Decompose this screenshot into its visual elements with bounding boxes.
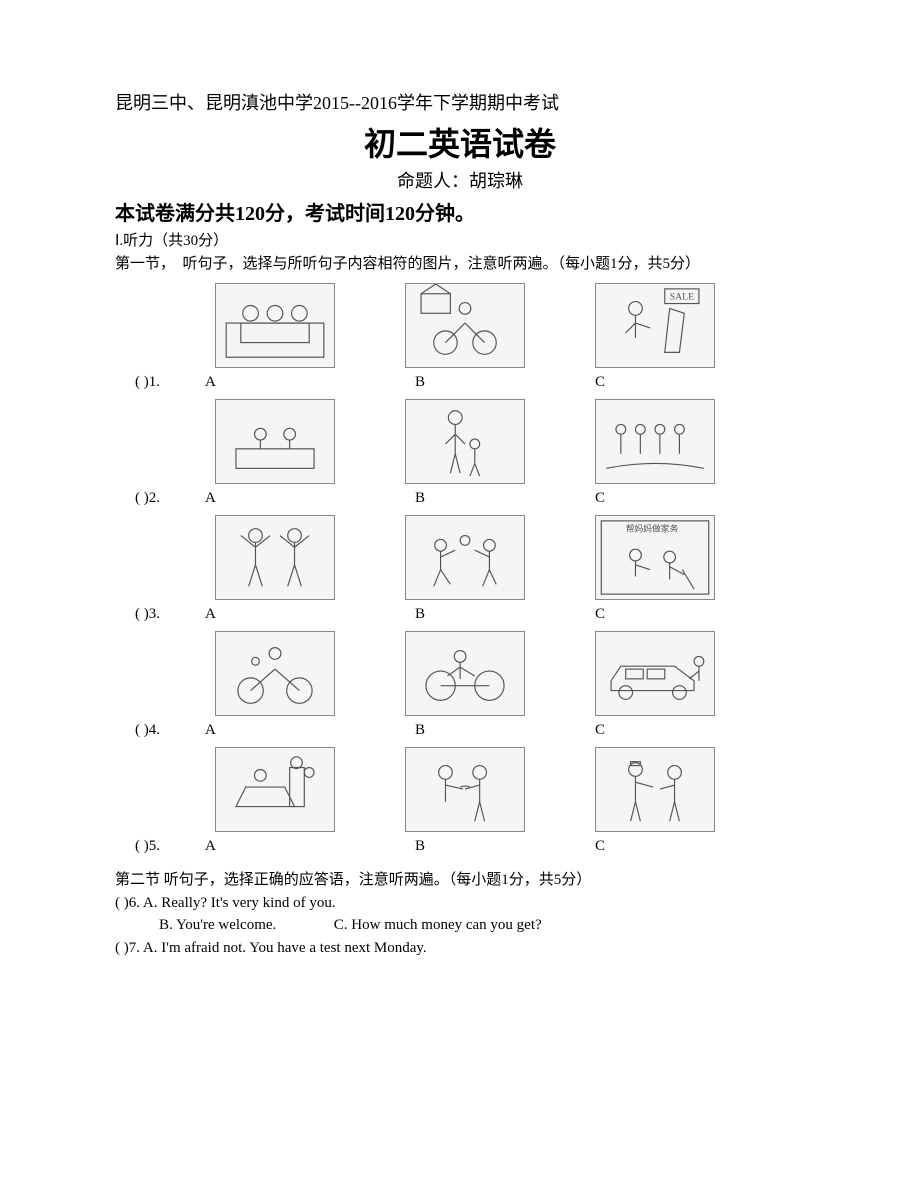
- q5-num: ( )5.: [135, 838, 205, 855]
- q3-image-a: [215, 515, 335, 600]
- q1-image-c: SALE: [595, 283, 715, 368]
- q4-b: B: [415, 722, 595, 739]
- image-row-3: 帮妈妈做家务: [115, 515, 805, 600]
- q3-image-c: 帮妈妈做家务: [595, 515, 715, 600]
- q5-image-b: [405, 747, 525, 832]
- q5-c: C: [595, 838, 695, 855]
- q3-b: B: [415, 606, 595, 623]
- q2-image-a: [215, 399, 335, 484]
- q4-image-b: [405, 631, 525, 716]
- q5-image-a: [215, 747, 335, 832]
- listening-header: Ⅰ.听力（共30分）: [115, 230, 805, 253]
- q5-b: B: [415, 838, 595, 855]
- q3-image-b: [405, 515, 525, 600]
- q4-c: C: [595, 722, 695, 739]
- answer-row-4: ( )4. A B C: [115, 722, 805, 739]
- section2-header: 第二节 听句子，选择正确的应答语，注意听两遍。（每小题1分，共5分）: [115, 869, 805, 892]
- answer-row-3: ( )3. A B C: [115, 606, 805, 623]
- author-line: 命题人：胡琮琳: [115, 167, 805, 193]
- q2-c: C: [595, 490, 695, 507]
- q5-a: A: [205, 838, 415, 855]
- q2-image-b: [405, 399, 525, 484]
- q1-image-a: [215, 283, 335, 368]
- q1-num: ( )1.: [135, 374, 205, 391]
- part1-header: 第一节， 听句子，选择与所听句子内容相符的图片，注意听两遍。（每小题1分，共5分…: [115, 253, 805, 276]
- q4-image-c: [595, 631, 715, 716]
- answer-row-2: ( )2. A B C: [115, 490, 805, 507]
- q4-a: A: [205, 722, 415, 739]
- image-row-1: SALE: [115, 283, 805, 368]
- q6-option-b: B. You're welcome.: [159, 917, 276, 933]
- q7-line1: ( )7. A. I'm afraid not. You have a test…: [115, 937, 805, 960]
- q6-line2: B. You're welcome. C. How much money can…: [115, 914, 805, 937]
- q6-line1: ( )6. A. Really? It's very kind of you.: [115, 892, 805, 915]
- image-row-5: [115, 747, 805, 832]
- exam-title: 初二英语试卷: [115, 119, 805, 165]
- q1-image-b: [405, 283, 525, 368]
- q3-a: A: [205, 606, 415, 623]
- answer-row-1: ( )1. A B C: [115, 374, 805, 391]
- q4-num: ( )4.: [135, 722, 205, 739]
- image-row-2: [115, 399, 805, 484]
- answer-row-5: ( )5. A B C: [115, 838, 805, 855]
- svg-text:帮妈妈做家务: 帮妈妈做家务: [626, 523, 679, 534]
- q3-num: ( )3.: [135, 606, 205, 623]
- q2-image-c: [595, 399, 715, 484]
- q2-b: B: [415, 490, 595, 507]
- svg-text:SALE: SALE: [670, 292, 694, 303]
- score-info: 本试卷满分共120分，考试时间120分钟。: [115, 197, 805, 226]
- q5-image-c: [595, 747, 715, 832]
- q1-b: B: [415, 374, 595, 391]
- q2-num: ( )2.: [135, 490, 205, 507]
- section2: 第二节 听句子，选择正确的应答语，注意听两遍。（每小题1分，共5分） ( )6.…: [115, 869, 805, 959]
- q3-c: C: [595, 606, 695, 623]
- q4-image-a: [215, 631, 335, 716]
- q6-option-c: C. How much money can you get?: [334, 917, 542, 933]
- q1-a: A: [205, 374, 415, 391]
- school-line: 昆明三中、昆明滇池中学2015--2016学年下学期期中考试: [115, 90, 805, 117]
- q1-c: C: [595, 374, 695, 391]
- q2-a: A: [205, 490, 415, 507]
- image-row-4: [115, 631, 805, 716]
